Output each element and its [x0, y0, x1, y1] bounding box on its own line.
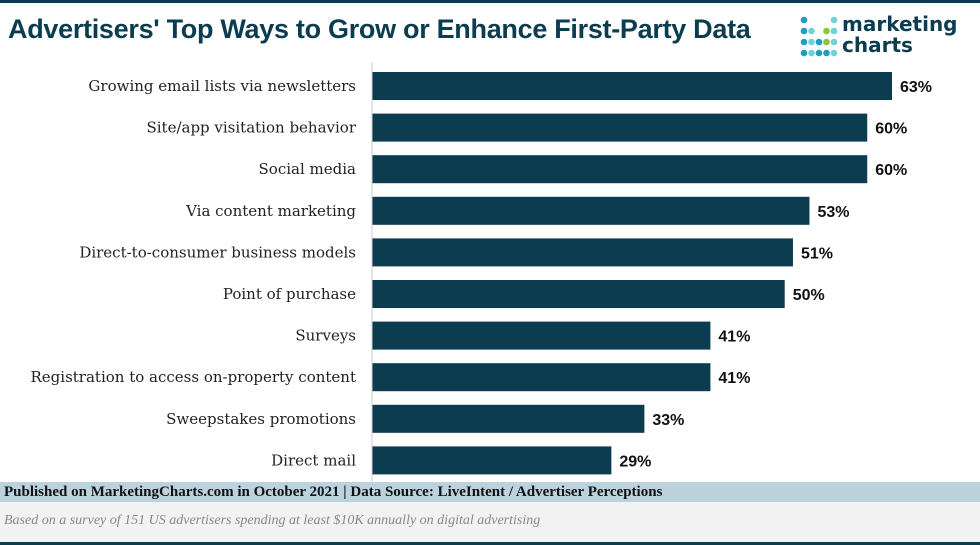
logo-dot	[830, 49, 838, 57]
value-label: 41%	[718, 329, 750, 346]
logo-dot	[823, 27, 830, 35]
logo-dot	[830, 16, 838, 24]
category-label: Surveys	[295, 327, 356, 345]
logo-dot	[800, 27, 808, 35]
value-label: 51%	[801, 245, 833, 262]
logo-dot	[830, 27, 838, 35]
bar	[372, 280, 785, 308]
source-footer: Published on MarketingCharts.com in Octo…	[0, 482, 980, 502]
logo-dots-icon	[800, 16, 838, 57]
value-label: 60%	[875, 162, 907, 179]
value-label: 41%	[718, 370, 750, 387]
value-label: 50%	[793, 287, 825, 304]
logo-dot	[800, 38, 808, 46]
bar	[372, 238, 793, 267]
chart-title: Advertisers' Top Ways to Grow or Enhance…	[8, 14, 751, 44]
logo-dot	[800, 49, 808, 57]
logo-dot	[815, 49, 823, 57]
bar-chart: Growing email lists via newsletters 63% Si…	[31, 62, 932, 482]
bar	[372, 196, 810, 225]
bottom-border	[0, 542, 980, 545]
value-label: 53%	[817, 204, 849, 221]
category-label: Direct-to-consumer business models	[79, 243, 356, 261]
category-label: Direct mail	[271, 451, 356, 469]
category-label: Growing email lists via newsletters	[88, 77, 356, 95]
logo-dot	[808, 38, 815, 46]
marketingcharts-logo: marketing charts	[800, 14, 980, 64]
category-label: Registration to access on-property conte…	[31, 368, 356, 386]
logo-line1: marketing	[842, 12, 958, 36]
survey-note: Based on a survey of 151 US advertisers …	[0, 502, 980, 542]
logo-dot	[823, 38, 830, 46]
bar	[372, 155, 868, 184]
category-label: Sweepstakes promotions	[166, 410, 356, 428]
value-label: 60%	[875, 121, 907, 138]
logo-dot	[823, 49, 830, 57]
top-border	[0, 0, 980, 3]
logo-line2: charts	[842, 33, 913, 57]
logo-dot	[815, 38, 823, 46]
bar	[372, 404, 645, 433]
bar	[372, 446, 612, 475]
bar	[372, 72, 892, 100]
bar	[372, 363, 711, 392]
category-label: Point of purchase	[223, 285, 356, 303]
logo-dot	[808, 49, 815, 57]
value-label: 63%	[900, 79, 932, 96]
value-label: 29%	[619, 453, 651, 470]
logo-dot	[808, 27, 815, 35]
logo-dot	[830, 38, 838, 46]
category-label: Via content marketing	[185, 202, 356, 220]
value-label: 33%	[652, 412, 684, 429]
category-label: Social media	[259, 160, 357, 178]
category-label: Site/app visitation behavior	[146, 119, 356, 137]
logo-dot	[800, 16, 808, 24]
bar	[372, 321, 711, 350]
bar	[372, 113, 868, 142]
